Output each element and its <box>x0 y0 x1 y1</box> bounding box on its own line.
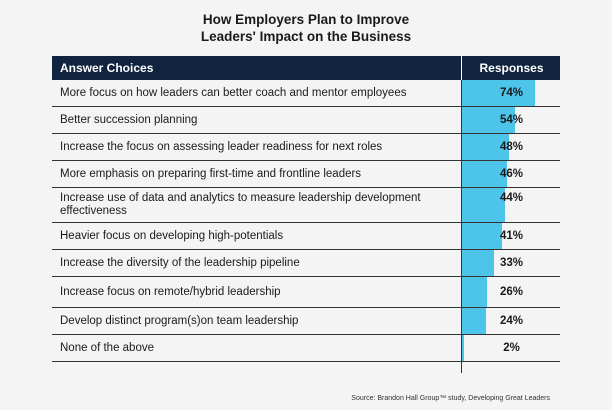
response-value: 44% <box>499 192 524 204</box>
table-row: Develop distinct program(s)on team leade… <box>52 308 560 335</box>
response-value: 2% <box>503 342 520 354</box>
responses-header: Responses <box>479 61 544 75</box>
answer-choices-header: Answer Choices <box>60 61 154 75</box>
answer-choice-label: Better succession planning <box>60 114 198 126</box>
response-value: 41% <box>499 230 524 242</box>
table-header: Answer Choices Responses <box>52 56 560 80</box>
response-value: 46% <box>499 168 524 180</box>
answer-choice-label: Increase use of data and analytics to me… <box>60 192 421 217</box>
table-row: Heavier focus on developing high-potenti… <box>52 223 560 250</box>
table-row: Increase the focus on assessing leader r… <box>52 134 560 161</box>
response-bar <box>462 161 508 187</box>
response-bar <box>462 250 495 276</box>
response-bar <box>462 223 503 249</box>
answer-choice-label: More emphasis on preparing first-time an… <box>60 168 362 180</box>
table-row: None of the above 2% <box>52 335 560 362</box>
response-bar <box>462 80 535 106</box>
response-bar <box>462 134 510 160</box>
table-row: Increase focus on remote/hybrid leadersh… <box>52 277 560 308</box>
chart-title-line-2: Leaders' Impact on the Business <box>200 29 412 44</box>
response-value: 33% <box>499 257 524 269</box>
table-row: Increase use of data and analytics to me… <box>52 188 560 223</box>
response-bar <box>462 188 506 222</box>
response-value: 74% <box>499 87 524 99</box>
response-bar <box>462 107 515 133</box>
header-divider <box>461 56 462 80</box>
column-divider <box>461 80 462 373</box>
answer-choice-label: Develop distinct program(s)on team leade… <box>60 315 299 327</box>
response-value: 26% <box>499 286 524 298</box>
table-row: Better succession planning 54% <box>52 107 560 134</box>
source-note: Source: Brandon Hall Group™ study, Devel… <box>351 395 550 402</box>
response-value: 54% <box>499 114 524 126</box>
response-bar <box>462 335 464 361</box>
table-row: More focus on how leaders can better coa… <box>52 80 560 107</box>
answer-choice-label: None of the above <box>60 342 154 354</box>
response-bar <box>462 308 486 334</box>
answer-choice-label: Increase focus on remote/hybrid leadersh… <box>60 286 281 298</box>
response-bar <box>462 277 488 307</box>
table-row: More emphasis on preparing first-time an… <box>52 161 560 188</box>
answer-choice-label: Increase the diversity of the leadership… <box>60 257 300 269</box>
response-value: 48% <box>499 141 524 153</box>
chart-title-line-1: How Employers Plan to Improve <box>202 12 410 27</box>
answer-choice-label: Increase the focus on assessing leader r… <box>60 141 383 153</box>
answer-choice-label: More focus on how leaders can better coa… <box>60 87 407 99</box>
answer-choice-label: Heavier focus on developing high-potenti… <box>60 230 284 242</box>
table-row: Increase the diversity of the leadership… <box>52 250 560 277</box>
response-value: 24% <box>499 315 524 327</box>
